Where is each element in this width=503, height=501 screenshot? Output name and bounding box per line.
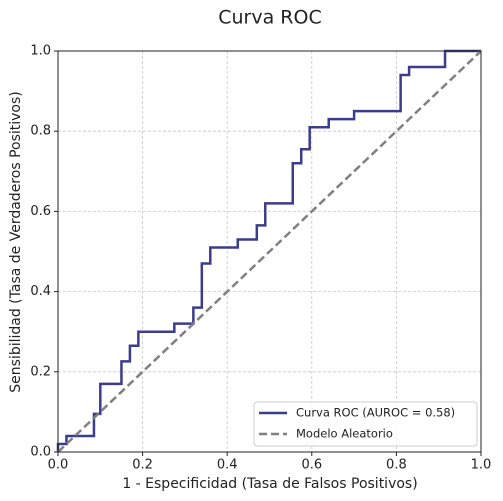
x-tick-label: 0.6 [301,458,322,473]
x-tick-label: 0.0 [48,458,69,473]
y-axis-label: Sensibilidad (Tasa de Verdaderos Positiv… [8,91,24,392]
x-tick-label: 0.4 [217,458,238,473]
x-axis-label: 1 - Especificidad (Tasa de Falsos Positi… [122,476,417,492]
x-tick-label: 0.8 [386,458,407,473]
legend-label: Curva ROC (AUROC = 0.58) [296,406,455,420]
y-tick-label: 0.6 [30,204,51,219]
legend-box [253,401,478,447]
y-tick-label: 1.0 [30,44,51,59]
series-line [57,50,482,453]
x-tick-label: 0.2 [132,458,153,473]
chart-title: Curva ROC [218,7,321,29]
y-tick-label: 0.2 [30,364,51,379]
y-tick-label: 0.4 [30,284,51,299]
y-tick-label: 0.8 [30,124,51,139]
series-line [56,49,481,452]
legend-label: Modelo Aleatorio [296,427,393,441]
x-tick-label: 1.0 [471,458,492,473]
y-tick-label: 0.0 [30,445,51,460]
plot-frame [57,50,482,453]
